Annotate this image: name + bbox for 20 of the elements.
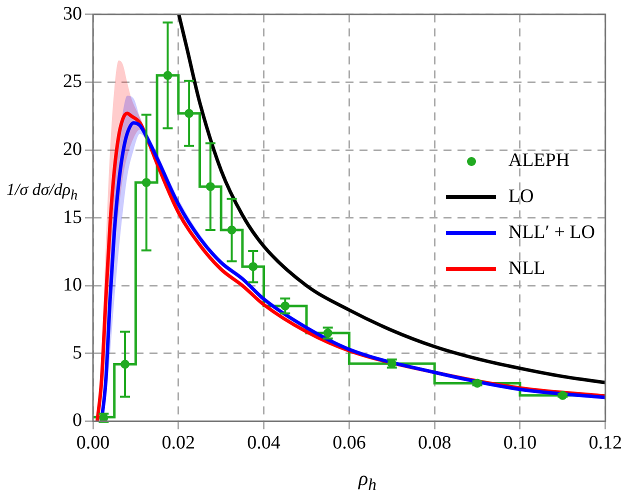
x-axis-title: ρ$_{h}$: [357, 468, 378, 495]
y-tick-label: 0: [72, 410, 82, 432]
y-tick-label: 5: [72, 342, 82, 364]
y-tick-label: 15: [63, 206, 82, 228]
y-tick-label: 30: [63, 3, 82, 24]
x-tick-label: 0.02: [162, 432, 196, 454]
x-tick-label: 0.12: [588, 432, 622, 454]
x-tick-label: 0.00: [76, 432, 110, 454]
legend-label: NLL: [508, 258, 546, 280]
x-tick-label: 0.06: [332, 432, 366, 454]
x-tick-label: 0.04: [247, 432, 281, 454]
y-axis-title: 1/σ dσ/dρ$_{h}$: [5, 180, 79, 204]
legend-label: NLL′ + LO: [508, 222, 595, 244]
x-tick-label: 0.08: [418, 432, 452, 454]
legend-label: ALEPH: [508, 150, 570, 172]
y-tick-label: 10: [63, 274, 82, 296]
y-tick-label: 20: [63, 138, 82, 160]
legend-label: LO: [508, 186, 534, 208]
y-tick-label: 25: [63, 71, 82, 92]
x-tick-label: 0.10: [503, 432, 537, 454]
